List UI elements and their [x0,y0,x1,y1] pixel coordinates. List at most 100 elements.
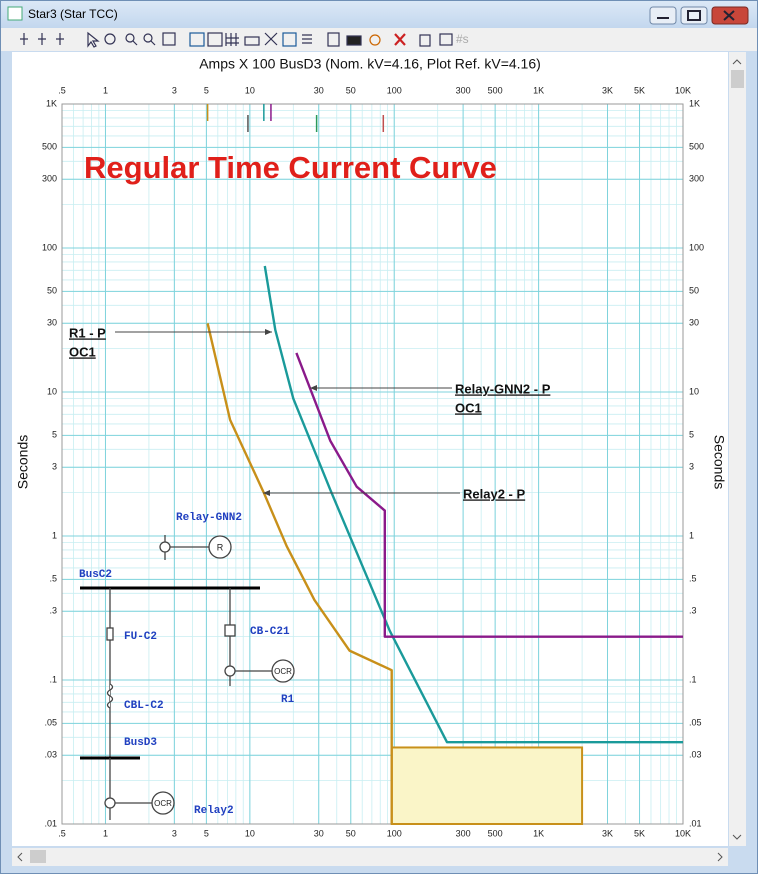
series-label: Relay-GNN2 - P [455,381,551,396]
x-tick-label: 5K [634,85,645,95]
x-tick-label: 10 [245,828,255,838]
x-tick-label: 300 [456,85,471,95]
device-symbol: R [217,542,224,552]
x-tick-label: 300 [456,828,471,838]
y-tick-label: 3 [52,462,57,472]
y-tick-label: .03 [689,750,702,760]
y-tick-label: 30 [47,318,57,328]
window-title: Star3 (Star TCC) [28,7,118,21]
y-tick-label: 100 [689,242,704,252]
vertical-scrollbar[interactable] [729,52,746,846]
y-tick-label: .1 [689,674,697,684]
y-tick-label: .5 [689,574,697,584]
y-tick-label: 50 [47,286,57,296]
x-tick-label: 50 [346,828,356,838]
y-axis-label: Seconds [15,435,31,489]
curve [206,323,393,824]
plot-border [61,103,684,825]
y-tick-label: 1 [689,530,694,540]
y-tick-label: .05 [44,718,57,728]
scroll-arrows[interactable] [17,59,742,862]
fuse-region [390,746,584,826]
device-label: R1 [281,694,295,706]
series-label: Relay2 - P [463,486,525,501]
x-tick-label: 10 [245,85,255,95]
y-tick-label: 3 [689,462,694,472]
y-tick-label: .01 [44,818,57,828]
x-tick-label: 30 [314,828,324,838]
app-icon [7,6,23,21]
y-tick-label: .5 [49,574,57,584]
y-tick-label: 500 [689,142,704,152]
x-tick-label: 3K [602,85,613,95]
scroll-thumb[interactable] [731,70,744,88]
y-tick-label: 5 [689,430,694,440]
x-tick-label: 100 [387,85,402,95]
horizontal-scrollbar[interactable] [12,848,728,866]
y-tick-label: .05 [689,718,702,728]
device-symbol: OCR [274,667,292,676]
y-tick-label: 500 [42,142,57,152]
y-tick-label: 300 [42,174,57,184]
y-tick-label: 300 [689,174,704,184]
bus-label: BusD3 [124,737,157,749]
y-tick-label: 100 [42,242,57,252]
series-sublabel: OC1 [69,344,96,359]
y-tick-label: .1 [49,674,57,684]
device-symbol: OCR [154,799,172,808]
x-tick-label: 5 [204,828,209,838]
toolbar-label: #s [456,32,469,46]
x-tick-label: 30 [314,85,324,95]
y-tick-label: 1K [46,98,57,108]
x-tick-label: 1 [103,828,108,838]
device-label: CB-C21 [250,626,290,638]
x-tick-label: 50 [346,85,356,95]
device-label: Relay2 [194,805,234,817]
annotations: R1 - P OC1 Relay-GNN2 - P OC1 Relay2 - P [69,325,551,501]
y-tick-label: 1K [689,98,700,108]
y-tick-label: .3 [49,606,57,616]
plot: .5 .5 1 1 3 3 5 5 10 10 30 30 50 50 100 100 300 300 500 500… [42,85,704,838]
plot-header: Amps X 100 BusD3 (Nom. kV=4.16, Plot Ref… [199,56,541,72]
y-tick-label: 5 [52,430,57,440]
device-label: CBL-C2 [124,700,164,712]
y-tick-label: 1 [52,530,57,540]
chart-title: Regular Time Current Curve [84,150,497,185]
y-tick-label: 10 [47,386,57,396]
x-tick-label: 5 [204,85,209,95]
x-tick-label: 3K [602,828,613,838]
x-tick-label: 10K [675,85,691,95]
device-label: Relay-GNN2 [176,512,242,524]
x-tick-label: .5 [58,85,66,95]
series-label: R1 - P [69,325,106,340]
y-tick-label: 30 [689,318,699,328]
y-tick-label: 50 [689,286,699,296]
x-tick-label: 1K [533,828,544,838]
bus-label: BusC2 [79,569,112,581]
x-tick-label: .5 [58,828,66,838]
x-tick-label: 1 [103,85,108,95]
y-tick-label: .03 [44,750,57,760]
x-tick-label: 500 [488,828,503,838]
y-axis-label: Seconds [711,435,727,489]
y-tick-label: 10 [689,386,699,396]
maximize-button[interactable] [680,6,708,25]
window-button-glyphs [657,10,735,21]
minimize-button[interactable] [649,6,677,25]
x-tick-label: 3 [172,828,177,838]
x-tick-label: 500 [488,85,503,95]
x-tick-label: 100 [387,828,402,838]
one-line-diagram [80,535,295,820]
x-tick-label: 1K [533,85,544,95]
title-bar [1,1,757,28]
y-tick-label: .01 [689,818,702,828]
x-tick-label: 10K [675,828,691,838]
toolbar-icons[interactable] [20,31,453,48]
curve [295,352,683,638]
y-tick-label: .3 [689,606,697,616]
scroll-thumb[interactable] [30,850,46,863]
device-label: FU-C2 [124,631,157,643]
x-tick-label: 3 [172,85,177,95]
series-sublabel: OC1 [455,400,482,415]
